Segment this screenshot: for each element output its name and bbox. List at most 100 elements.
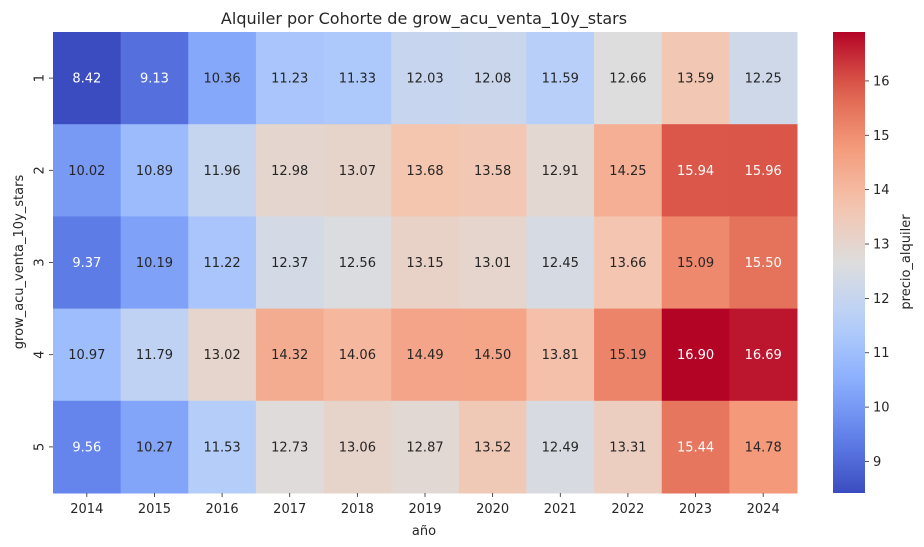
y-tick-label: 4 [33,351,48,359]
cell-value-label: 12.98 [271,164,308,179]
cell-value-label: 13.01 [474,256,511,271]
x-tick-label: 2015 [138,502,171,517]
cell-value-label: 12.37 [271,256,308,271]
heatmap-cell [661,216,730,310]
cell-value-label: 13.68 [406,164,443,179]
cell-value-label: 9.13 [140,72,169,87]
heatmap-cell [526,308,595,402]
heatmap-cell [323,32,392,125]
cell-value-label: 14.06 [339,348,376,363]
cell-value-label: 13.66 [609,256,646,271]
heatmap-cell [53,32,122,125]
heatmap-cell [323,216,392,310]
cell-value-label: 15.09 [677,256,714,271]
heatmap-cell [255,124,325,217]
cell-value-label: 9.56 [72,440,101,455]
cell-value-label: 13.02 [203,348,240,363]
x-tick-label: 2020 [476,502,509,517]
colorbar-tick-label: 15 [873,129,890,144]
colorbar-tick-label: 12 [873,292,890,307]
x-tick-label: 2024 [747,502,780,517]
x-tick-label: 2021 [544,502,577,517]
heatmap-cell [391,216,460,310]
colorbar-tick-label: 11 [873,346,890,361]
cell-value-label: 12.49 [542,440,579,455]
x-tick-label: 2018 [341,502,374,517]
heatmap-cell [188,32,257,125]
heatmap-cells [53,32,798,494]
cell-labels: 8.42 9.13 10.36 11.23 11.33 12.03 12.08 11.59 12… [68,72,782,456]
cell-value-label: 11.22 [203,256,240,271]
cell-value-label: 12.25 [745,72,782,87]
heatmap-cell [255,308,325,402]
cell-value-label: 13.31 [609,440,646,455]
cell-value-label: 11.33 [339,72,376,87]
heatmap-cell [458,400,527,494]
cell-value-label: 10.36 [203,72,240,87]
heatmap-cell [526,400,595,494]
heatmap-cell [323,400,392,494]
x-axis-label: año [412,524,436,539]
cell-value-label: 10.89 [136,164,173,179]
cell-value-label: 13.52 [474,440,511,455]
cell-value-label: 13.15 [406,256,443,271]
heatmap-cell [120,32,189,125]
heatmap-cell [120,400,189,494]
heatmap-cell [594,124,663,217]
cell-value-label: 12.03 [406,72,443,87]
heatmap-cell [120,216,189,310]
cell-value-label: 12.08 [474,72,511,87]
heatmap-cell [53,124,122,217]
cell-value-label: 11.53 [203,440,240,455]
heatmap-cell [391,124,460,217]
heatmap-cell [661,32,730,125]
cell-value-label: 12.73 [271,440,308,455]
cell-value-label: 15.96 [745,164,782,179]
cell-value-label: 15.50 [745,256,782,271]
heatmap-cell [458,308,527,402]
x-tick-label: 2017 [273,502,306,517]
cell-value-label: 14.32 [271,348,308,363]
cell-value-label: 15.19 [609,348,646,363]
heatmap-cell [526,216,595,310]
cell-value-label: 13.81 [542,348,579,363]
heatmap-cell [458,32,527,125]
cell-value-label: 12.91 [542,164,579,179]
heatmap-cell [594,308,663,402]
heatmap-cell [729,216,798,310]
cell-value-label: 13.06 [339,440,376,455]
x-tick-label: 2019 [408,502,441,517]
heatmap-cell [323,308,392,402]
heatmap-cell [661,308,730,402]
cell-value-label: 14.49 [406,348,443,363]
colorbar-tick-label: 9 [873,455,881,470]
cell-value-label: 13.58 [474,164,511,179]
cell-value-label: 10.02 [68,164,105,179]
heatmap-cell [729,400,798,494]
heatmap-cell [458,124,527,217]
y-axis-label: grow_acu_venta_10y_stars [12,175,27,350]
cell-value-label: 11.59 [542,72,579,87]
heatmap-cell [120,124,189,217]
heatmap-cell [391,400,460,494]
colorbar-tick-label: 13 [873,238,890,253]
cell-value-label: 11.96 [203,164,240,179]
heatmap-cell [188,216,257,310]
heatmap-cell [53,216,122,310]
cell-value-label: 15.44 [677,440,714,455]
heatmap-cell [391,308,460,402]
x-tick-label: 2022 [611,502,644,517]
x-tick-label: 2014 [70,502,103,517]
cell-value-label: 13.59 [677,72,714,87]
heatmap-cell [526,32,595,125]
colorbar-tick-label: 14 [873,183,890,198]
heatmap-cell [661,400,730,494]
cell-value-label: 15.94 [677,164,714,179]
heatmap-cell [255,32,325,125]
cell-value-label: 12.45 [542,256,579,271]
colorbar-label: precio_alquiler [899,214,914,310]
cell-value-label: 14.25 [609,164,646,179]
y-tick-label: 1 [33,74,48,82]
cell-value-label: 12.56 [339,256,376,271]
